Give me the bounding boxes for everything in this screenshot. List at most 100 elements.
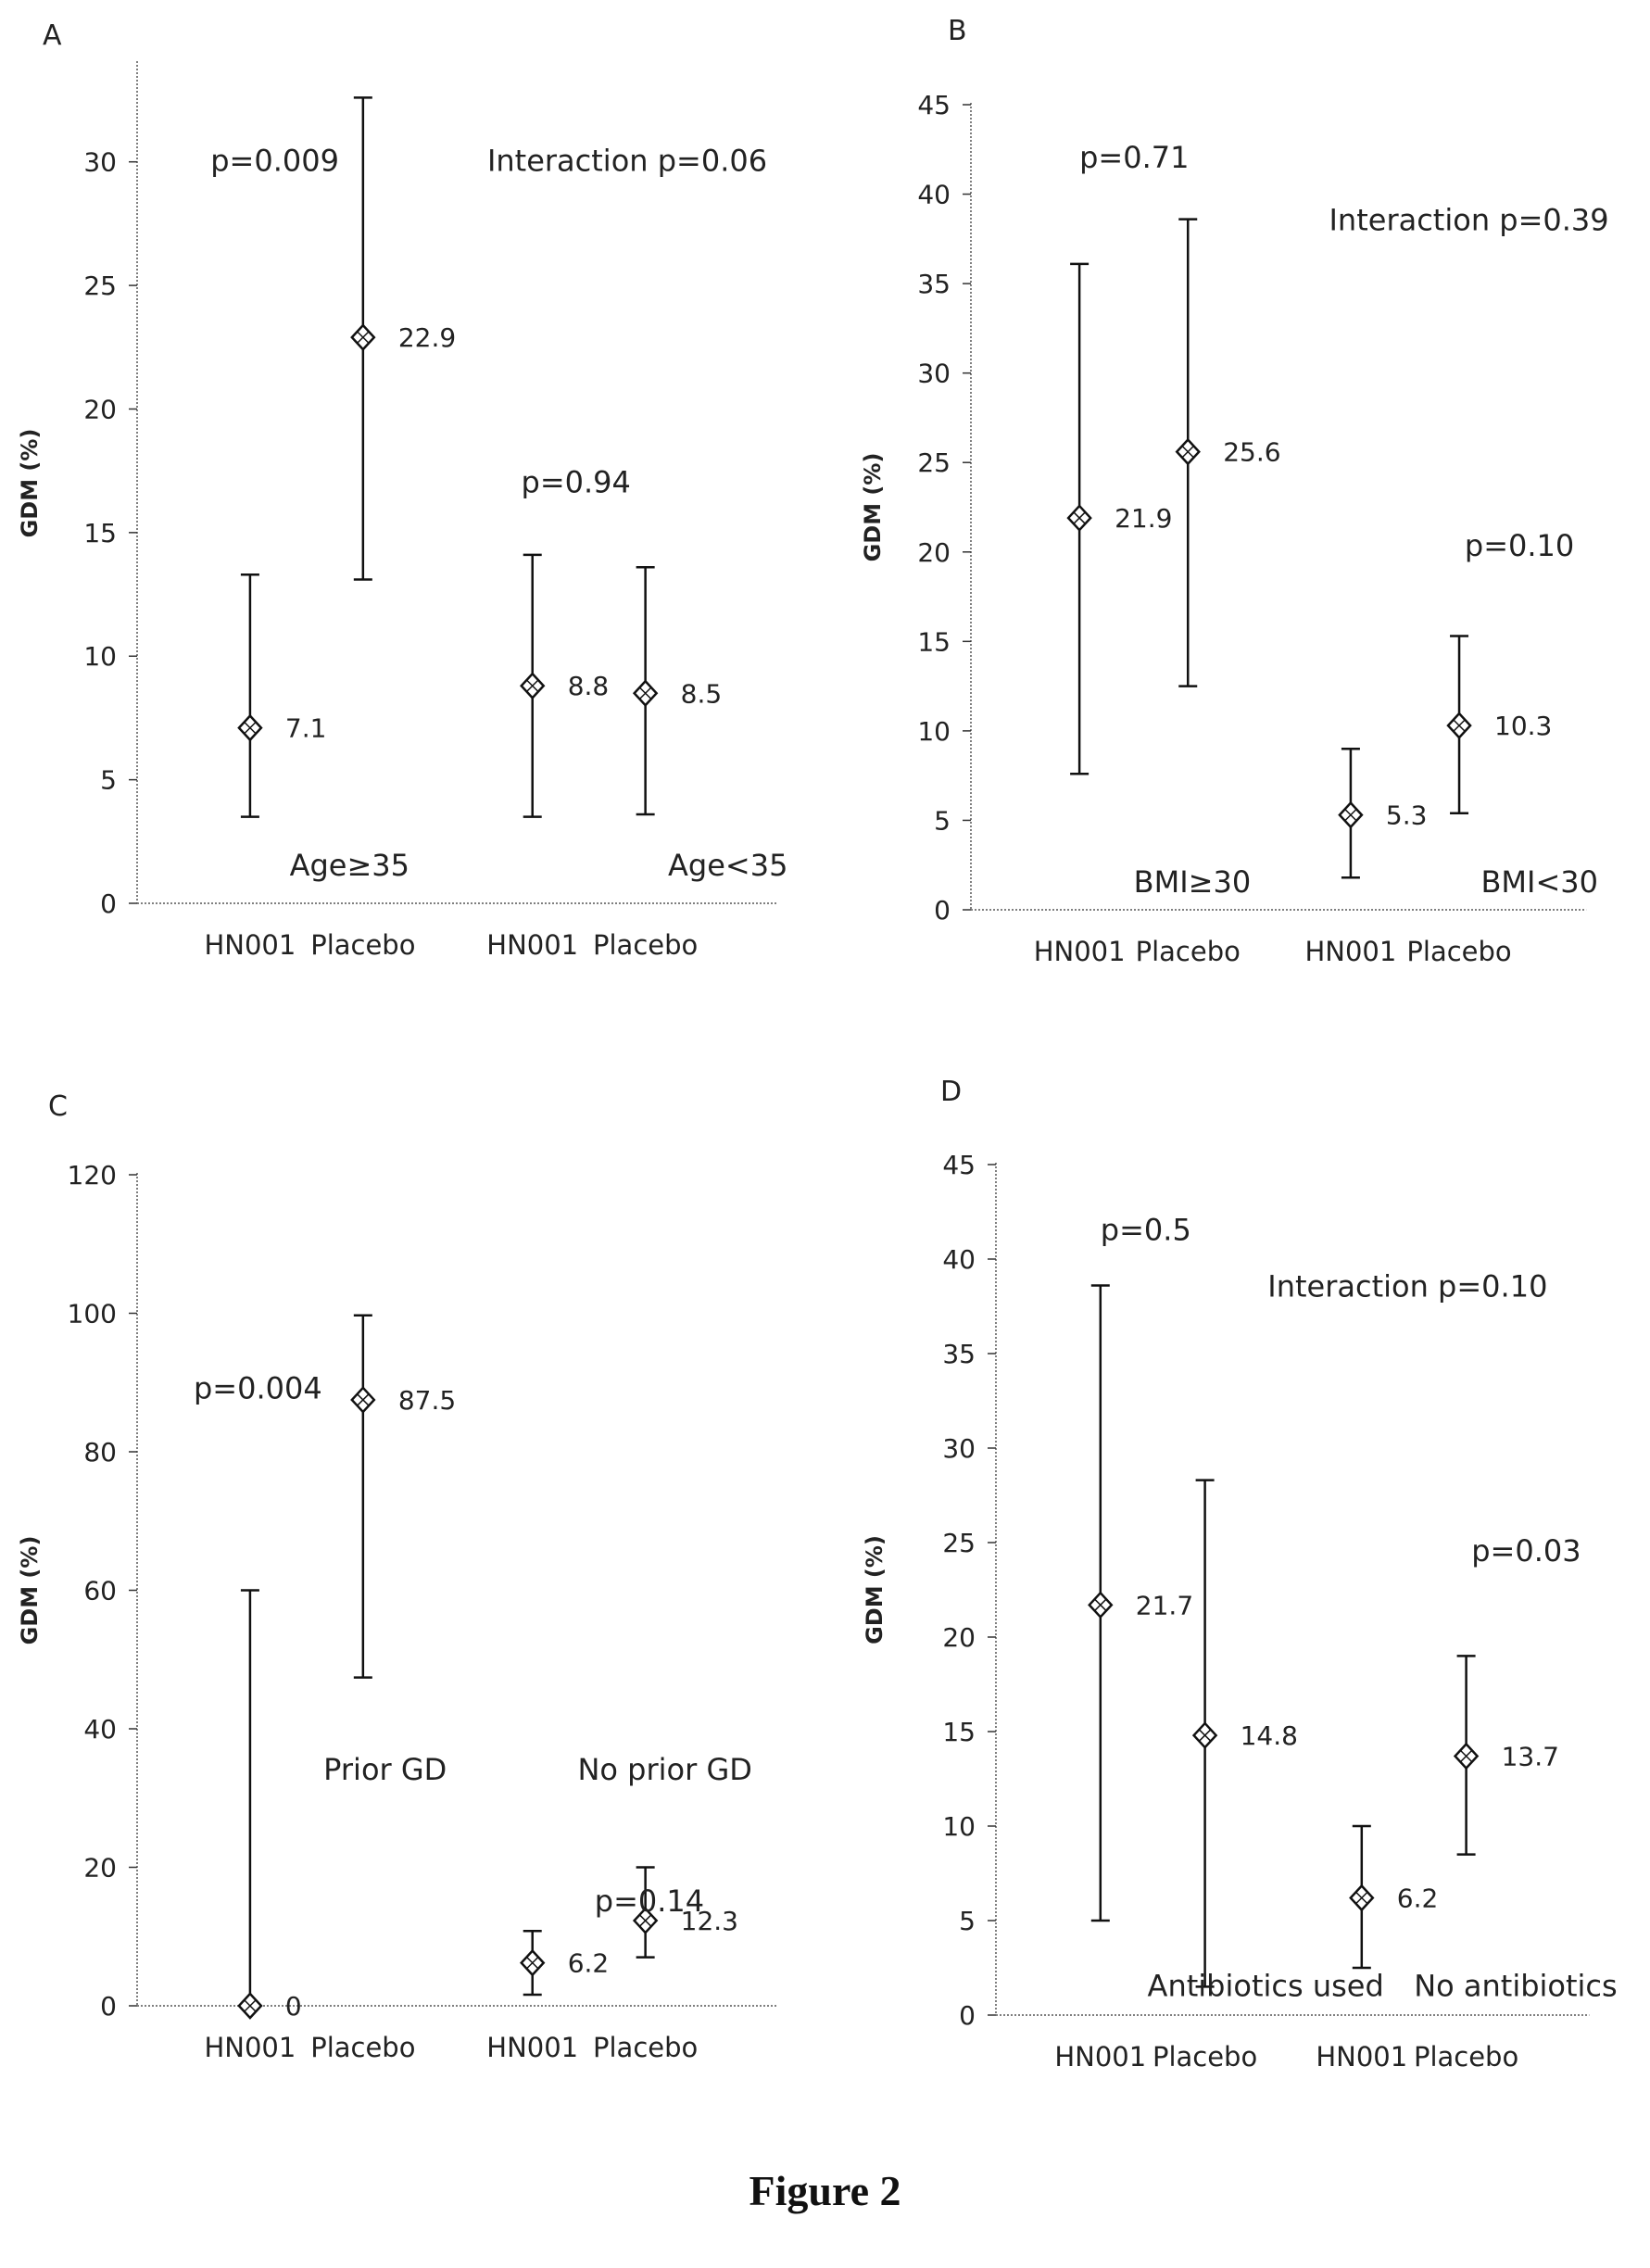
y-tick-label: 20: [83, 1853, 117, 1884]
point-marker-hatch: [1355, 1891, 1368, 1905]
y-tick-label: 25: [917, 447, 951, 478]
x-category-label: Placebo: [1152, 2041, 1257, 2073]
data-point-group: 8.5: [632, 565, 722, 816]
data-label: 12.3: [681, 1906, 738, 1936]
point-marker-hatch: [1344, 809, 1357, 822]
y-axis-title: GDM (%): [860, 453, 886, 562]
data-point-group: 5.3: [1338, 747, 1427, 879]
panel-label: B: [948, 15, 967, 47]
point-marker-hatch: [1460, 1749, 1473, 1763]
point-marker-hatch: [526, 1957, 539, 1970]
chart-panel-c: C 0 20 40 60 80 100 120 GDM (%) HN001 Placebo HN001…: [0, 1065, 834, 2131]
panel-label: A: [43, 19, 62, 52]
y-tick-label: 20: [917, 537, 951, 568]
y-tick-label: 40: [83, 1714, 117, 1745]
point-marker-hatch: [1453, 719, 1466, 732]
data-point-group: 12.3: [632, 1866, 738, 1959]
annotation-text: No prior GD: [577, 1752, 751, 1787]
annotation-text: p=0.03: [1471, 1533, 1581, 1569]
x-category-label: Placebo: [310, 929, 415, 961]
point-marker-hatch: [526, 679, 539, 692]
data-label: 7.1: [285, 713, 327, 744]
x-category-label: Placebo: [1414, 2041, 1518, 2073]
data-label: 10.3: [1494, 711, 1552, 741]
y-tick-label: 45: [917, 90, 951, 120]
y-tick-label: 15: [83, 518, 117, 548]
annotation-text: Interaction p=0.10: [1267, 1269, 1547, 1304]
data-point-group: 6.2: [1349, 1824, 1439, 1970]
y-tick-label: 25: [83, 271, 117, 301]
y-tick-label: 40: [917, 180, 951, 210]
chart-b-svg: B 0 5 10 15 20 25 30 35 40 45 GDM (%) HN001 Placebo HN…: [860, 15, 1609, 967]
x-category-label: HN001: [486, 929, 578, 961]
annotation-text: Interaction p=0.06: [487, 144, 767, 179]
y-tick-label: 5: [934, 805, 951, 836]
y-tick-label: 35: [942, 1339, 976, 1369]
annotation-text: Age<35: [668, 848, 787, 883]
x-category-label: Placebo: [1136, 936, 1241, 967]
point-marker-hatch: [357, 331, 370, 344]
point-marker-hatch: [639, 1914, 652, 1927]
x-category-label: Placebo: [310, 2032, 415, 2063]
data-point-group: 0: [237, 1589, 302, 2022]
point-marker-hatch: [1073, 511, 1086, 524]
chart-a-svg: A 0 5 10 15 20 25 30 GDM (%) HN001 Placebo HN001 Pla…: [17, 19, 787, 961]
point-marker-hatch: [357, 1393, 370, 1406]
y-tick-label: 0: [100, 1991, 117, 2022]
annotation-text: Interaction p=0.39: [1329, 203, 1608, 238]
x-category-label: HN001: [204, 929, 296, 961]
chart-panel-b: B 0 5 10 15 20 25 30 35 40 45 GDM (%) HN001 Placebo HN…: [834, 0, 1650, 1001]
y-tick-label: 120: [68, 1160, 117, 1191]
annotation-text: Prior GD: [323, 1752, 447, 1787]
y-tick-label: 15: [917, 626, 951, 657]
x-category-label: HN001: [1034, 936, 1126, 967]
x-category-label: HN001: [1316, 2041, 1407, 2073]
chart-c-svg: C 0 20 40 60 80 100 120 GDM (%) HN001 Placebo HN001…: [17, 1090, 777, 2063]
y-tick-label: 40: [942, 1244, 976, 1275]
data-label: 21.7: [1136, 1590, 1193, 1620]
x-category-label: HN001: [204, 2032, 296, 2063]
x-category-label: Placebo: [1406, 936, 1511, 967]
data-label: 22.9: [398, 322, 456, 353]
y-axis-title: GDM (%): [862, 1535, 888, 1644]
y-tick-label: 60: [83, 1576, 117, 1606]
y-tick-label: 10: [942, 1811, 976, 1842]
data-label: 87.5: [398, 1385, 456, 1416]
data-label: 25.6: [1223, 437, 1280, 468]
data-point-group: 7.1: [237, 573, 327, 818]
y-tick-label: 35: [917, 269, 951, 299]
x-category-label: HN001: [1054, 2041, 1146, 2073]
point-marker-hatch: [1094, 1598, 1107, 1611]
annotation-text: p=0.009: [210, 144, 339, 179]
y-axis-title: GDM (%): [17, 1536, 43, 1645]
data-point-group: 22.9: [350, 96, 456, 581]
y-tick-label: 30: [83, 147, 117, 178]
y-tick-label: 10: [917, 716, 951, 747]
data-label: 0: [285, 1991, 302, 2022]
data-label: 6.2: [1397, 1884, 1439, 1914]
y-tick-label: 20: [83, 394, 117, 424]
annotation-text: p=0.10: [1465, 528, 1574, 563]
annotation-text: Age≥35: [290, 848, 409, 883]
x-category-label: HN001: [486, 2032, 578, 2063]
y-axis-title: GDM (%): [17, 429, 43, 538]
data-point-group: 21.9: [1066, 262, 1172, 775]
y-tick-label: 10: [83, 641, 117, 672]
annotation-text: p=0.14: [595, 1884, 704, 1919]
y-tick-label: 25: [942, 1528, 976, 1558]
figure-caption: Figure 2: [749, 2167, 901, 2214]
point-marker-hatch: [1199, 1729, 1212, 1742]
annotation-text: BMI<30: [1480, 864, 1598, 900]
y-tick-label: 5: [100, 765, 117, 796]
data-point-group: 25.6: [1175, 218, 1281, 687]
data-label: 14.8: [1241, 1720, 1298, 1751]
annotation-text: BMI≥30: [1134, 864, 1252, 900]
x-category-label: HN001: [1304, 936, 1396, 967]
panel-label: D: [940, 1076, 962, 1108]
y-tick-label: 15: [942, 1717, 976, 1747]
y-tick-label: 45: [942, 1150, 976, 1180]
y-tick-label: 5: [959, 1906, 976, 1936]
x-category-label: Placebo: [593, 2032, 698, 2063]
y-tick-label: 0: [100, 888, 117, 919]
